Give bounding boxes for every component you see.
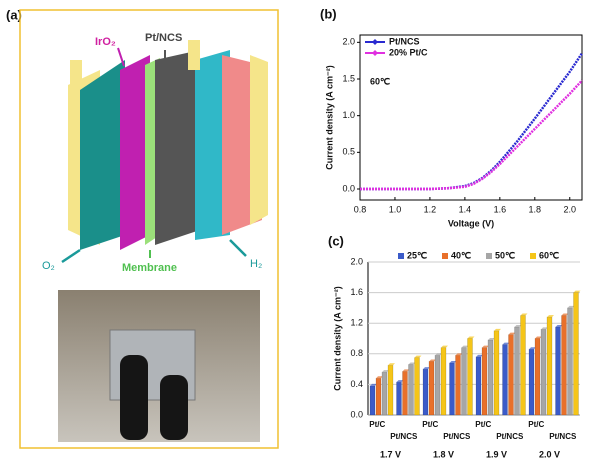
electrolyzer-drawing [62, 40, 268, 262]
bar-top [468, 337, 475, 339]
y-tick-label: 0.4 [350, 379, 363, 389]
bar [568, 308, 573, 415]
x-tick-label: 2.0 [564, 204, 577, 214]
bar [388, 365, 393, 415]
series-line [360, 53, 582, 189]
label: Pt/NCS [145, 32, 182, 44]
panel-label: (b) [320, 6, 337, 21]
bar [574, 293, 579, 415]
bar [488, 340, 493, 415]
legend-swatch [486, 253, 492, 259]
x-tick-label: 1.0 [389, 204, 402, 214]
bar [403, 371, 408, 415]
group-label: 1.7 V [380, 449, 401, 459]
x-tick-label: 1.6 [494, 204, 507, 214]
series-line [360, 81, 582, 190]
annotation: 60℃ [370, 76, 390, 86]
x-tick-label: Pt/C [475, 420, 491, 429]
bar [382, 372, 387, 415]
bar [515, 327, 520, 415]
bar [462, 348, 467, 415]
y-tick-label: 2.0 [350, 256, 363, 266]
x-tick-label: 1.4 [459, 204, 472, 214]
label: H₂ [250, 258, 262, 270]
bar-top [547, 315, 554, 317]
legend-label: 25℃ [407, 250, 427, 260]
bar [482, 348, 487, 415]
group-label: 2.0 V [539, 449, 560, 459]
bar [476, 357, 481, 415]
legend-marker [372, 39, 378, 45]
bar [441, 348, 446, 415]
panel-label: (c) [328, 233, 344, 248]
bar-top [388, 363, 395, 365]
legend-marker [372, 50, 378, 56]
x-tick-label: Pt/C [369, 420, 385, 429]
legend-swatch [398, 253, 404, 259]
y-tick-label: 0.0 [350, 409, 363, 419]
bar-top [441, 346, 448, 348]
y-tick-label: 1.5 [342, 73, 355, 83]
bar-top [494, 329, 501, 331]
bar [456, 355, 461, 415]
y-tick-label: 0.5 [342, 147, 355, 157]
x-tick-label: Pt/C [528, 420, 544, 429]
bar [509, 335, 514, 415]
bar [397, 382, 402, 415]
legend-label: 40℃ [451, 250, 471, 260]
label: O₂ [42, 260, 55, 272]
legend-swatch [442, 253, 448, 259]
x-tick-label: Pt/NCS [496, 432, 524, 441]
y-tick-label: 1.0 [342, 110, 355, 120]
group-label: 1.9 V [486, 449, 507, 459]
bar [370, 386, 375, 415]
photo [58, 290, 260, 442]
figure: (a) IrO₂ Pt/NCS O₂ Membrane H₂ 0.00.51.0… [0, 0, 589, 466]
bar [547, 317, 552, 415]
label: Membrane [122, 262, 177, 274]
y-axis-label: Current density (A cm⁻²) [324, 65, 334, 169]
bar [556, 327, 561, 415]
plot-frame [360, 35, 582, 200]
bar [423, 369, 428, 415]
y-tick-label: 0.0 [342, 183, 355, 193]
bar [450, 363, 455, 415]
x-axis-label: Voltage (V) [448, 218, 494, 228]
bar [529, 349, 534, 415]
y-axis-label: Current density (A cm⁻²) [332, 286, 342, 390]
bar [415, 358, 420, 415]
bar [503, 345, 508, 415]
bar [468, 339, 473, 416]
bar [409, 365, 414, 415]
y-tick-label: 0.8 [350, 348, 363, 358]
legend-label: Pt/NCS [389, 36, 420, 46]
bar [435, 355, 440, 415]
bar-top [415, 356, 422, 358]
x-tick-label: Pt/NCS [443, 432, 471, 441]
bar [376, 378, 381, 415]
bar [494, 331, 499, 415]
x-tick-label: 1.8 [529, 204, 542, 214]
bar [429, 361, 434, 415]
bar-top [521, 314, 528, 316]
bar [541, 329, 546, 415]
bar [535, 339, 540, 416]
bar [521, 316, 526, 415]
x-tick-label: Pt/NCS [549, 432, 577, 441]
bar [562, 316, 567, 415]
x-tick-label: 1.2 [424, 204, 437, 214]
legend-label: 50℃ [495, 250, 515, 260]
y-tick-label: 2.0 [342, 37, 355, 47]
y-tick-label: 1.6 [350, 287, 363, 297]
x-tick-label: Pt/NCS [390, 432, 418, 441]
x-tick-label: 0.8 [354, 204, 367, 214]
x-tick-label: Pt/C [422, 420, 438, 429]
group-label: 1.8 V [433, 449, 454, 459]
y-tick-label: 1.2 [350, 318, 363, 328]
legend-label: 60℃ [539, 250, 559, 260]
legend-swatch [530, 253, 536, 259]
legend-label: 20% Pt/C [389, 47, 428, 57]
label: IrO₂ [95, 36, 116, 48]
